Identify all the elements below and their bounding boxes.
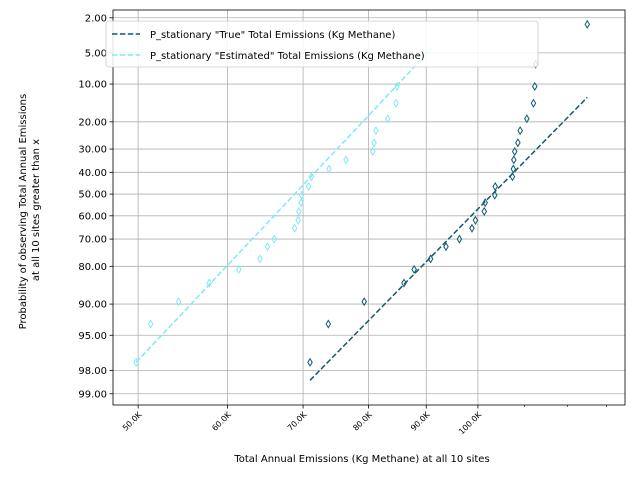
data-point-series-0 <box>530 98 537 108</box>
data-point-series-0 <box>482 198 488 208</box>
data-point-series-0 <box>443 242 449 252</box>
y-tick-label: 80.00 <box>78 262 107 273</box>
data-point-series-0 <box>492 181 499 192</box>
data-point-series-1 <box>295 215 301 225</box>
x-axis-title: Total Annual Emissions (Kg Methane) at a… <box>233 454 489 465</box>
data-point-series-1 <box>393 98 399 108</box>
data-point-series-1 <box>133 357 139 367</box>
data-point-series-0 <box>401 278 407 288</box>
data-point-series-1 <box>371 138 377 148</box>
data-point-series-0 <box>511 155 517 165</box>
legend-box <box>105 20 539 68</box>
data-point-series-1 <box>271 234 278 244</box>
fit-line-series-0 <box>309 96 588 381</box>
y-tick-label: 90.00 <box>78 300 107 311</box>
legend-estimated-label: P_stationary "Estimated" Total Emissions… <box>150 51 425 62</box>
data-point-series-0 <box>361 297 367 307</box>
plot-frame <box>112 9 626 406</box>
fit-line-series-1 <box>135 48 433 363</box>
y-axis-title: Probability of observing Total Annual Em… <box>18 91 42 330</box>
grid <box>113 10 625 405</box>
legend-true-label: P_stationary "True" Total Emissions (Kg … <box>150 30 395 41</box>
y-tick-label: 99.00 <box>78 389 107 400</box>
data-point-series-0 <box>531 81 538 92</box>
y-axis: 2.00 5.00 10.00 20.00 30.00 40.00 50.00 60.00 70… <box>78 13 113 400</box>
data-point-series-1 <box>305 181 312 192</box>
y-tick-label: 70.00 <box>78 235 107 246</box>
data-point-series-1 <box>147 319 154 329</box>
y-tick-label: 2.00 <box>85 13 107 24</box>
fit-lines <box>135 48 588 381</box>
data-point-series-1 <box>308 172 315 182</box>
data-point-series-0 <box>325 319 332 329</box>
y-tick-label: 50.00 <box>78 190 107 201</box>
data-point-series-1 <box>257 254 263 264</box>
y-tick-label: 30.00 <box>78 145 107 156</box>
data-point-series-1 <box>298 198 304 208</box>
y-axis-title-line-2: at all 10 sites greater than x <box>31 139 42 281</box>
data-point-series-0 <box>411 264 417 274</box>
data-point-series-0 <box>472 215 479 225</box>
data-point-series-1 <box>298 190 305 200</box>
y-axis-title-line-1: Probability of observing Total Annual Em… <box>18 94 29 330</box>
data-point-series-0 <box>517 126 523 136</box>
data-point-series-0 <box>509 172 516 182</box>
data-point-series-0 <box>511 146 518 157</box>
data-point-series-1 <box>373 126 379 136</box>
y-tick-label: 60.00 <box>78 211 107 222</box>
y-tick-label: 20.00 <box>78 117 107 128</box>
data-point-series-0 <box>469 223 475 233</box>
y-tick-label: 95.00 <box>78 331 107 342</box>
data-point-series-0 <box>515 138 521 148</box>
data-point-series-0 <box>456 234 463 244</box>
data-point-series-0 <box>307 357 313 367</box>
legend: P_stationary "True" Total Emissions (Kg … <box>105 20 539 68</box>
data-point-series-0 <box>584 19 591 29</box>
data-points <box>133 19 591 367</box>
data-point-series-0 <box>427 254 434 264</box>
data-point-series-0 <box>524 114 530 124</box>
data-point-series-1 <box>343 155 349 165</box>
data-point-series-1 <box>236 264 242 274</box>
data-point-series-1 <box>206 278 212 288</box>
data-point-series-1 <box>264 242 271 252</box>
y-tick-label: 5.00 <box>85 48 107 59</box>
data-point-series-1 <box>370 146 376 157</box>
data-point-series-0 <box>491 190 498 200</box>
data-point-series-1 <box>296 206 302 216</box>
y-tick-label: 40.00 <box>78 168 107 179</box>
data-point-series-1 <box>291 223 298 233</box>
data-point-series-0 <box>510 164 517 174</box>
data-point-series-1 <box>384 114 391 124</box>
y-tick-label: 98.00 <box>78 366 107 377</box>
data-point-series-1 <box>326 164 332 174</box>
data-point-series-1 <box>394 81 400 92</box>
y-tick-label: 10.00 <box>78 80 107 91</box>
data-point-series-1 <box>175 297 182 307</box>
data-point-series-0 <box>481 206 488 216</box>
